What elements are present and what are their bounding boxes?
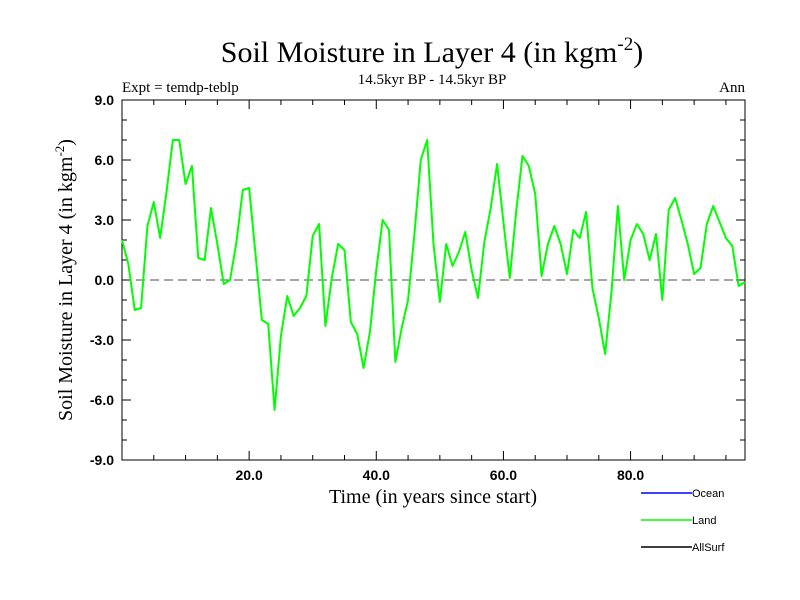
y-tick-label: 3.0 [95,212,115,228]
legend-label-ocean: Ocean [692,488,724,500]
chart-title-close: ) [633,36,643,69]
y-axis-label-sup: -2 [52,146,67,157]
x-tick-label: 60.0 [490,467,517,483]
subtitle-left: Expt = temdp-teblp [122,80,239,96]
y-tick-label: 6.0 [95,152,115,168]
chart-title: Soil Moisture in Layer 4 (in kgm-2) [221,34,643,69]
y-axis-label-close: ) [55,139,77,146]
x-tick-label: 20.0 [236,467,263,483]
series-line-land [121,139,746,411]
chart-title-sup: -2 [617,34,633,55]
y-tick-label: -3.0 [90,332,114,348]
y-tick-label: 0.0 [95,272,115,288]
y-axis-label-main: Soil Moisture in Layer 4 (in kgm [55,156,77,421]
legend: Ocean Land AllSurf [641,488,725,554]
x-axis-label: Time (in years since start) [329,486,537,508]
legend-label-land: Land [692,515,716,527]
y-tick-label: -9.0 [90,452,114,468]
y-tick-label: -6.0 [90,392,114,408]
subtitle-right: Ann [719,80,745,96]
subtitle-center: 14.5kyr BP - 14.5kyr BP [358,72,507,88]
axis-ticks: -9.0 -6.0 -3.0 0.0 3.0 6.0 9.0 20.0 40.0 60.0 80.0 [90,92,745,483]
x-tick-label: 40.0 [363,467,390,483]
x-tick-label: 80.0 [617,467,644,483]
series-layer [121,139,746,411]
y-tick-label: 9.0 [95,92,115,108]
legend-label-allsurf: AllSurf [692,542,725,554]
chart-title-main: Soil Moisture in Layer 4 (in kgm [221,36,618,69]
y-axis-label: Soil Moisture in Layer 4 (in kgm-2) [52,139,77,421]
